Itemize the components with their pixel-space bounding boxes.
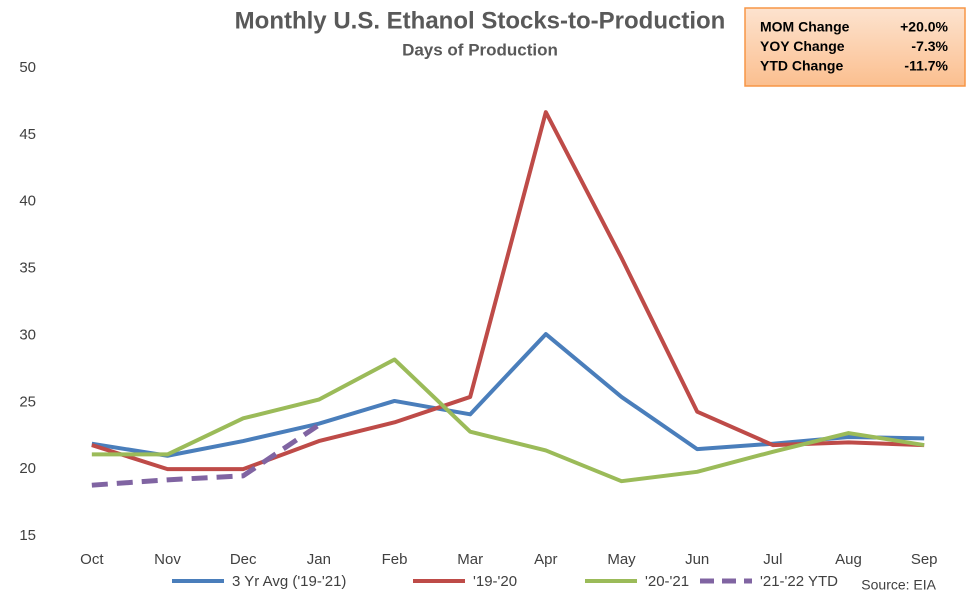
- legend-label: '20-'21: [645, 573, 689, 590]
- info-box: [744, 7, 966, 87]
- series-line: [91, 357, 925, 484]
- x-tick-label: Dec: [230, 551, 257, 568]
- y-tick-label: 20: [19, 460, 36, 477]
- x-tick-label: May: [607, 551, 636, 568]
- y-tick-label: 40: [19, 193, 36, 210]
- x-tick-label: Apr: [534, 551, 557, 568]
- info-value: -7.3%: [911, 38, 948, 54]
- y-tick-label: 50: [19, 59, 36, 76]
- y-tick-label: 35: [19, 260, 36, 277]
- info-label: YOY Change: [760, 38, 845, 54]
- info-value: -11.7%: [904, 58, 948, 74]
- y-tick-label: 45: [19, 126, 36, 143]
- series-line: [91, 422, 321, 488]
- legend-label: '19-'20: [473, 573, 517, 590]
- x-tick-label: Feb: [382, 551, 408, 568]
- legend-label: '21-'22 YTD: [760, 573, 838, 590]
- info-value: +20.0%: [900, 19, 948, 35]
- x-tick-label: Mar: [457, 551, 483, 568]
- legend-label: 3 Yr Avg ('19-'21): [232, 573, 346, 590]
- x-tick-label: Oct: [80, 551, 104, 568]
- x-tick-label: Jun: [685, 551, 709, 568]
- chart-subtitle: Days of Production: [402, 40, 558, 59]
- info-label: MOM Change: [760, 19, 850, 35]
- y-tick-label: 15: [19, 527, 36, 544]
- x-tick-label: Sep: [911, 551, 938, 568]
- chart-title: Monthly U.S. Ethanol Stocks-to-Productio…: [235, 7, 726, 34]
- y-tick-label: 25: [19, 393, 36, 410]
- source: Source: EIA: [861, 577, 936, 593]
- x-tick-label: Nov: [154, 551, 181, 568]
- x-tick-label: Jan: [307, 551, 331, 568]
- x-tick-label: Jul: [763, 551, 782, 568]
- series-line: [91, 110, 925, 472]
- info-label: YTD Change: [760, 58, 843, 74]
- series-line: [91, 332, 925, 458]
- y-tick-label: 30: [19, 326, 36, 343]
- x-tick-label: Aug: [835, 551, 862, 568]
